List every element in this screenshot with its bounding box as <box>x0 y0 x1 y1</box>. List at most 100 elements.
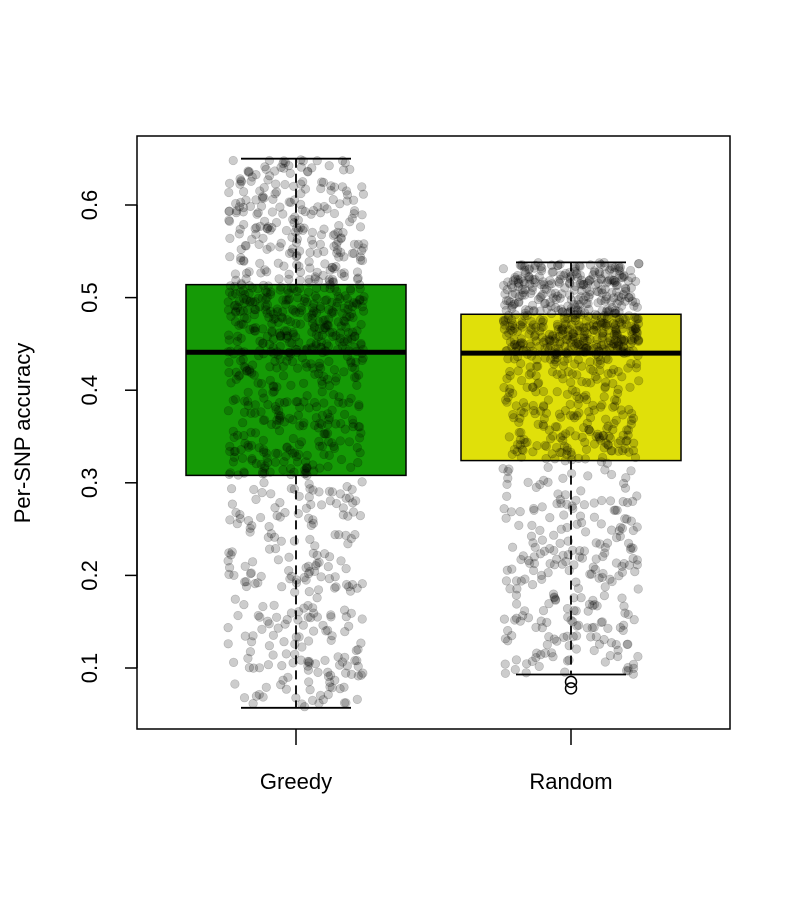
jitter-point <box>569 285 580 295</box>
jitter-point <box>521 346 532 356</box>
jitter-point <box>601 353 611 364</box>
jitter-point <box>610 505 621 515</box>
jitter-point <box>231 208 241 218</box>
jitter-point <box>612 505 622 515</box>
jitter-point <box>285 445 295 455</box>
jitter-point <box>346 669 357 679</box>
jitter-point <box>321 323 331 333</box>
jitter-point <box>517 260 527 270</box>
jitter-point <box>325 284 335 294</box>
jitter-point <box>344 437 355 447</box>
jitter-point <box>302 463 312 473</box>
jitter-point <box>273 317 283 327</box>
jitter-point <box>600 548 610 558</box>
jitter-point <box>599 590 610 601</box>
jitter-point <box>323 420 333 430</box>
jitter-point <box>527 282 538 293</box>
jitter-point <box>548 431 558 441</box>
jitter-point <box>515 340 525 350</box>
jitter-point <box>299 603 309 613</box>
jitter-point <box>608 364 619 375</box>
jitter-point <box>239 219 249 230</box>
jitter-point <box>598 318 608 328</box>
jitter-point <box>270 402 281 412</box>
jitter-point <box>258 192 268 202</box>
jitter-point <box>623 276 634 286</box>
jitter-point <box>548 331 558 341</box>
jitter-point <box>515 413 525 423</box>
jitter-point <box>521 659 532 669</box>
jitter-point <box>529 558 540 569</box>
jitter-point <box>525 339 535 349</box>
jitter-point <box>598 331 608 341</box>
jitter-point <box>245 281 255 291</box>
jitter-point <box>299 345 309 355</box>
jitter-point <box>236 197 246 207</box>
jitter-point <box>572 519 582 529</box>
jitter-point <box>545 543 555 554</box>
jitter-point <box>604 431 614 441</box>
jitter-point <box>272 382 282 392</box>
jitter-point <box>559 313 569 323</box>
jitter-point <box>294 440 305 450</box>
jitter-point <box>262 267 272 277</box>
jitter-point <box>310 566 320 577</box>
jitter-point <box>570 310 580 320</box>
jitter-point <box>509 339 520 350</box>
jitter-point <box>349 298 359 308</box>
jitter-point <box>296 199 306 209</box>
jitter-point <box>250 224 260 234</box>
jitter-point <box>598 328 608 338</box>
jitter-point <box>539 402 549 412</box>
jitter-point <box>626 321 636 331</box>
jitter-point <box>299 572 309 583</box>
jitter-point <box>235 306 245 317</box>
jitter-point <box>626 291 636 301</box>
jitter-point <box>295 267 306 277</box>
jitter-point <box>320 549 330 559</box>
jitter-point <box>511 401 521 411</box>
jitter-point <box>258 435 269 446</box>
jitter-point <box>516 427 526 438</box>
jitter-point <box>279 637 289 647</box>
jitter-point <box>358 668 368 678</box>
jitter-point <box>618 290 628 300</box>
jitter-point <box>262 287 272 297</box>
jitter-point <box>340 652 350 662</box>
jitter-point <box>264 521 274 532</box>
jitter-point <box>313 202 323 212</box>
jitter-point <box>630 276 641 287</box>
jitter-point <box>290 649 300 659</box>
jitter-point <box>250 326 260 336</box>
jitter-point <box>231 394 241 404</box>
jitter-point <box>599 318 609 328</box>
jitter-point <box>520 438 530 448</box>
jitter-point <box>273 623 283 633</box>
jitter-point <box>356 670 366 680</box>
jitter-point <box>579 280 589 290</box>
jitter-point <box>571 606 581 616</box>
jitter-point <box>508 388 518 399</box>
jitter-point <box>617 347 628 357</box>
jitter-point <box>600 296 610 306</box>
jitter-point <box>546 260 557 270</box>
jitter-point <box>502 330 512 341</box>
jitter-point <box>287 247 297 257</box>
jitter-point <box>618 346 628 356</box>
jitter-point <box>548 589 559 599</box>
jitter-point <box>531 622 541 633</box>
jitter-point <box>313 585 324 595</box>
jitter-point <box>578 333 588 343</box>
jitter-point <box>306 209 316 219</box>
jitter-point <box>548 330 558 340</box>
jitter-point <box>245 201 255 211</box>
jitter-point <box>223 305 234 315</box>
jitter-point <box>575 300 585 310</box>
jitter-point <box>612 299 622 309</box>
jitter-point <box>340 605 350 615</box>
jitter-point <box>342 294 353 304</box>
jitter-point <box>267 223 277 233</box>
jitter-point <box>520 285 530 295</box>
jitter-point <box>599 310 609 321</box>
jitter-point <box>514 427 524 438</box>
